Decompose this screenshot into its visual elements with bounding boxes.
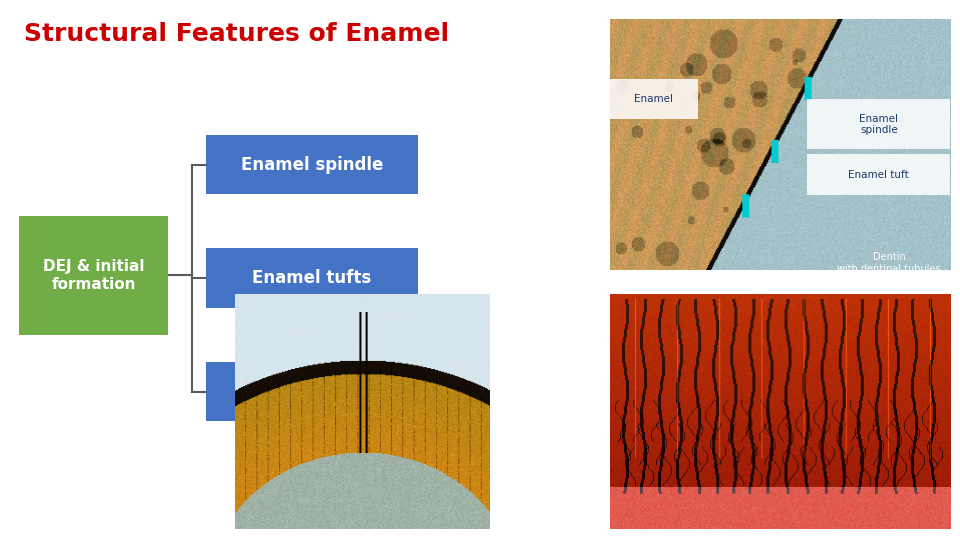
FancyBboxPatch shape <box>206 248 418 308</box>
Text: Enamel
spindle: Enamel spindle <box>859 113 899 135</box>
Text: Structural Features of Enamel: Structural Features of Enamel <box>24 22 449 45</box>
Text: 23: 23 <box>919 518 936 532</box>
Text: Enamel tufts: Enamel tufts <box>252 269 372 287</box>
Text: Dentin
with dentinal tubules: Dentin with dentinal tubules <box>837 252 941 274</box>
FancyBboxPatch shape <box>19 216 168 335</box>
FancyBboxPatch shape <box>807 99 950 150</box>
FancyBboxPatch shape <box>807 154 950 195</box>
FancyBboxPatch shape <box>206 362 418 421</box>
Text: Enamel spindle: Enamel spindle <box>241 156 383 174</box>
Text: DEJ & initial
formation: DEJ & initial formation <box>43 259 144 292</box>
FancyBboxPatch shape <box>206 135 418 194</box>
Text: Enamel tuft: Enamel tuft <box>849 170 909 180</box>
Text: Enamel Lamella: Enamel Lamella <box>238 382 386 401</box>
Text: Enamel: Enamel <box>635 94 673 104</box>
FancyBboxPatch shape <box>610 79 698 119</box>
